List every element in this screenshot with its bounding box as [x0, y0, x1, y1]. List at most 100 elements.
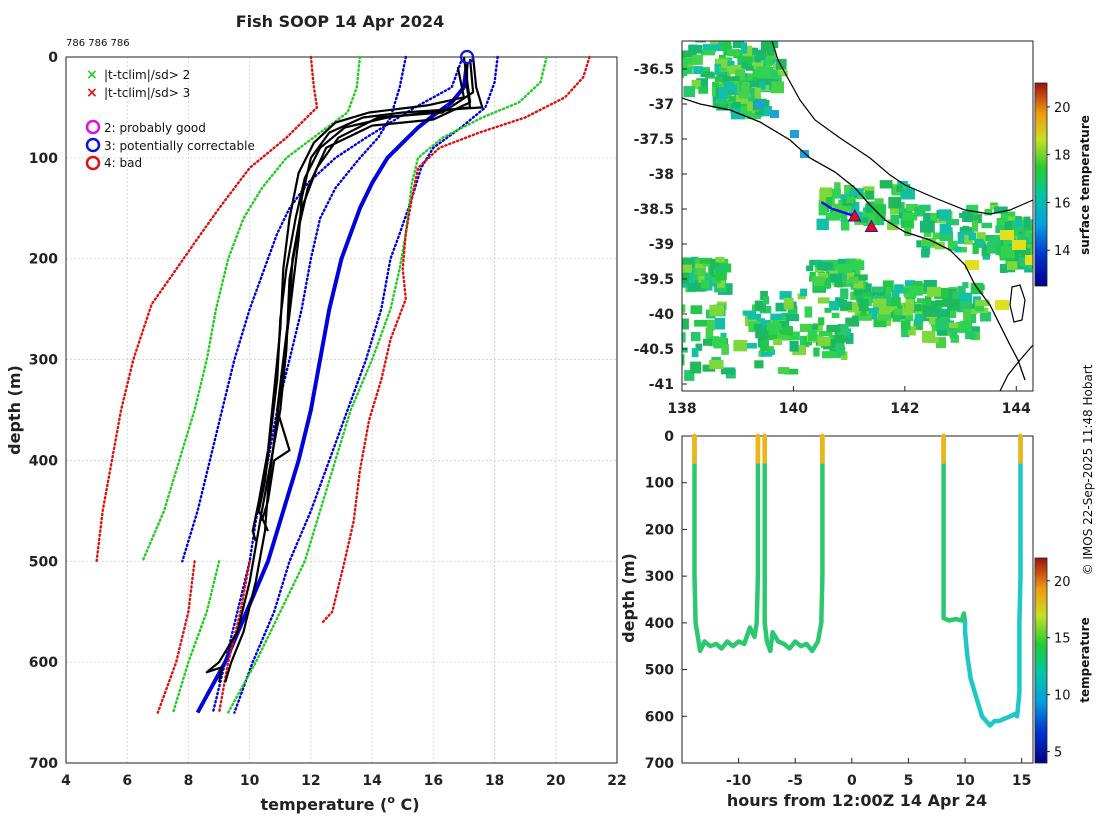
- sst-cell: [702, 44, 716, 53]
- sst-cell: [816, 218, 829, 231]
- sst-cell: [871, 212, 886, 221]
- time-depth-colorbar-label: temperature: [1078, 617, 1092, 702]
- series-line: [171, 560, 221, 714]
- sst-cell: [766, 49, 774, 56]
- sst-cell: [726, 30, 739, 39]
- sst-cell: [923, 231, 932, 237]
- sst-cell: [1003, 240, 1010, 249]
- sst-cell: [1024, 216, 1031, 229]
- colorbar-tick-label: 16: [1054, 196, 1071, 211]
- sst-cell: [718, 87, 729, 100]
- sst-cell: [859, 216, 874, 223]
- sst-cell: [800, 288, 808, 297]
- sst-cell: [932, 232, 941, 240]
- sst-cell: [777, 367, 790, 374]
- sst-cell: [883, 280, 894, 292]
- sst-cell: [710, 258, 720, 271]
- sst-cell-warm: [995, 300, 1009, 310]
- sst-cell: [841, 219, 850, 231]
- sst-cell: [834, 182, 841, 194]
- sst-cell: [813, 279, 825, 286]
- sst-cell: [936, 330, 947, 336]
- y-tick-label: 700: [29, 756, 58, 772]
- sst-cell: [905, 204, 918, 212]
- sst-cell: [972, 220, 979, 232]
- sst-cell-warm: [1012, 240, 1026, 250]
- sst-cell: [846, 333, 854, 344]
- series-line: [251, 66, 465, 542]
- sst-cell: [975, 239, 984, 248]
- sst-cell: [922, 331, 936, 343]
- colorbar-tick-label: 20: [1054, 101, 1071, 116]
- sst-cell: [833, 203, 848, 214]
- sst-cell: [1000, 246, 1015, 259]
- sst-cell: [984, 209, 993, 216]
- main-title: Fish SOOP 14 Apr 2024: [236, 12, 445, 31]
- sst-cell: [852, 315, 859, 321]
- cast-line: [702, 433, 761, 651]
- sst-cell: [860, 307, 867, 316]
- time-depth-y-axis-label: depth (m): [619, 553, 638, 643]
- sst-cell: [902, 307, 914, 316]
- sst-cell: [709, 360, 724, 370]
- sst-cell: [682, 332, 686, 343]
- sst-cell: [745, 314, 759, 327]
- sst-cell: [929, 313, 936, 325]
- sst-cell: [922, 304, 938, 317]
- sst-cell: [1015, 219, 1023, 227]
- sst-cell: [1000, 211, 1016, 223]
- sst-cell: [682, 304, 686, 313]
- sst-cell: [688, 283, 698, 292]
- sst-cell: [914, 315, 924, 324]
- sst-cell: [779, 291, 792, 300]
- sst-cell: [1017, 230, 1027, 241]
- sst-cell: [754, 300, 766, 312]
- sst-cell: [949, 326, 958, 338]
- map-y-tick-label: -37.5: [634, 132, 674, 148]
- sst-cell: [732, 102, 741, 108]
- coastline: [682, 97, 1026, 381]
- sst-cell: [702, 364, 716, 372]
- sst-cell: [811, 276, 826, 282]
- sst-cell: [838, 258, 850, 266]
- sst-cell: [962, 282, 969, 289]
- sst-cell: [707, 319, 715, 331]
- sst-cell: [847, 302, 860, 313]
- sst-cell: [696, 78, 708, 87]
- sst-cell: [733, 340, 748, 352]
- sst-cell: [700, 71, 714, 77]
- sst-cell: [921, 240, 935, 247]
- time-depth-colorbar-ticks: 5 10 15 20: [1047, 575, 1071, 761]
- sst-cell: [789, 340, 799, 352]
- sst-cell: [688, 45, 703, 54]
- sst-cell: [773, 338, 783, 346]
- colorbar-tick-label: 14: [1054, 244, 1071, 259]
- sst-cell: [727, 49, 740, 57]
- sst-cell-cool: [790, 130, 799, 138]
- sst-cell: [987, 237, 1002, 243]
- sst-cell: [682, 69, 688, 77]
- sst-cell: [999, 263, 1008, 273]
- x-tick-label: 4: [61, 773, 71, 789]
- sst-cell: [871, 204, 887, 215]
- time-depth-x-axis-label: hours from 12:00Z 14 Apr 24: [727, 791, 987, 810]
- sst-cell: [777, 332, 791, 341]
- sst-cell-warm: [1025, 255, 1033, 265]
- sst-cell: [710, 41, 719, 44]
- sst-cell: [806, 265, 814, 272]
- sst-cell: [809, 272, 816, 281]
- sst-cell: [766, 346, 774, 352]
- sst-cell: [856, 309, 864, 316]
- sst-cell: [865, 190, 875, 200]
- legend-circle-red-icon: [85, 155, 101, 171]
- sst-cell: [740, 42, 748, 54]
- sst-cell: [765, 56, 772, 67]
- sst-cell: [935, 318, 949, 329]
- sst-cell: [901, 326, 910, 338]
- map-x-tick-label: 142: [890, 401, 919, 417]
- sst-cell: [760, 340, 769, 352]
- sst-cell: [866, 201, 874, 213]
- sst-cell: [714, 76, 723, 87]
- sst-cell: [907, 326, 916, 336]
- sst-cell: [967, 308, 978, 314]
